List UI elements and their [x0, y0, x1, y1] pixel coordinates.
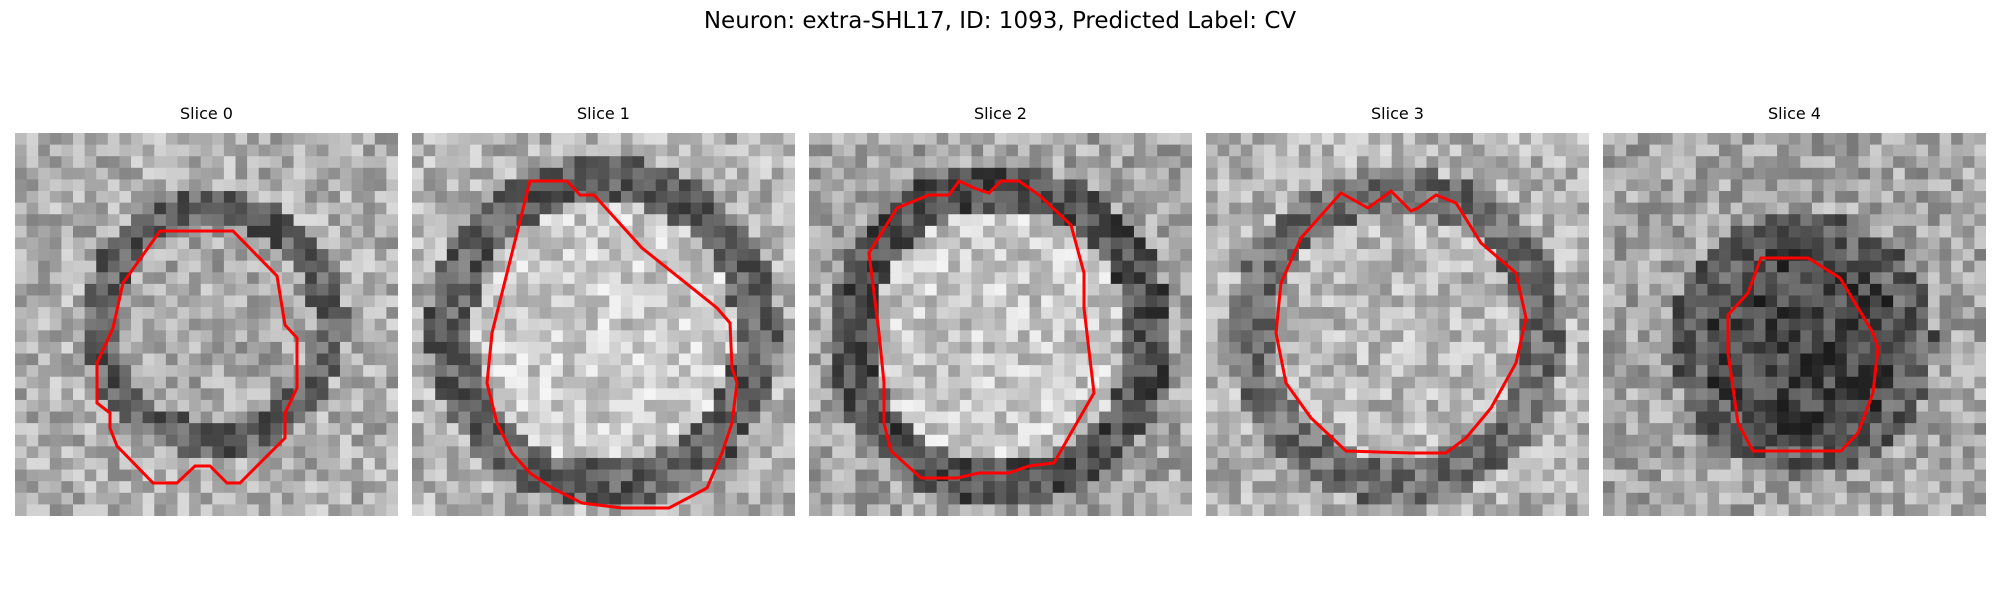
segmentation-contour-2: [867, 179, 1096, 480]
segmentation-contour-0: [95, 229, 299, 485]
pixel-grid-1: [412, 133, 795, 516]
slice-title-1: Slice 1: [577, 104, 630, 123]
pixel-grid-0: [15, 133, 398, 516]
slice-title-4: Slice 4: [1768, 104, 1821, 123]
slice-title-0: Slice 0: [180, 104, 233, 123]
pixel-grid-3: [1206, 133, 1589, 516]
slice-image-0: [15, 133, 398, 516]
slice-title-2: Slice 2: [974, 104, 1027, 123]
slice-panel-1: Slice 1: [412, 104, 795, 516]
segmentation-contour-3: [1274, 188, 1528, 455]
slice-image-3: [1206, 133, 1589, 516]
figure-title: Neuron: extra-SHL17, ID: 1093, Predicted…: [703, 8, 1297, 34]
slice-panel-4: Slice 4: [1603, 104, 1986, 516]
slice-panel-3: Slice 3: [1206, 104, 1589, 516]
slice-panel-2: Slice 2: [809, 104, 1192, 516]
pixel-grid-4: [1603, 133, 1986, 516]
segmentation-contour-4: [1726, 256, 1880, 453]
slice-panel-0: Slice 0: [15, 104, 398, 516]
slice-image-1: [412, 133, 795, 516]
slice-title-3: Slice 3: [1371, 104, 1424, 123]
slice-image-2: [809, 133, 1192, 516]
slice-image-4: [1603, 133, 1986, 516]
segmentation-contour-1: [485, 179, 739, 510]
pixel-grid-2: [809, 133, 1192, 516]
